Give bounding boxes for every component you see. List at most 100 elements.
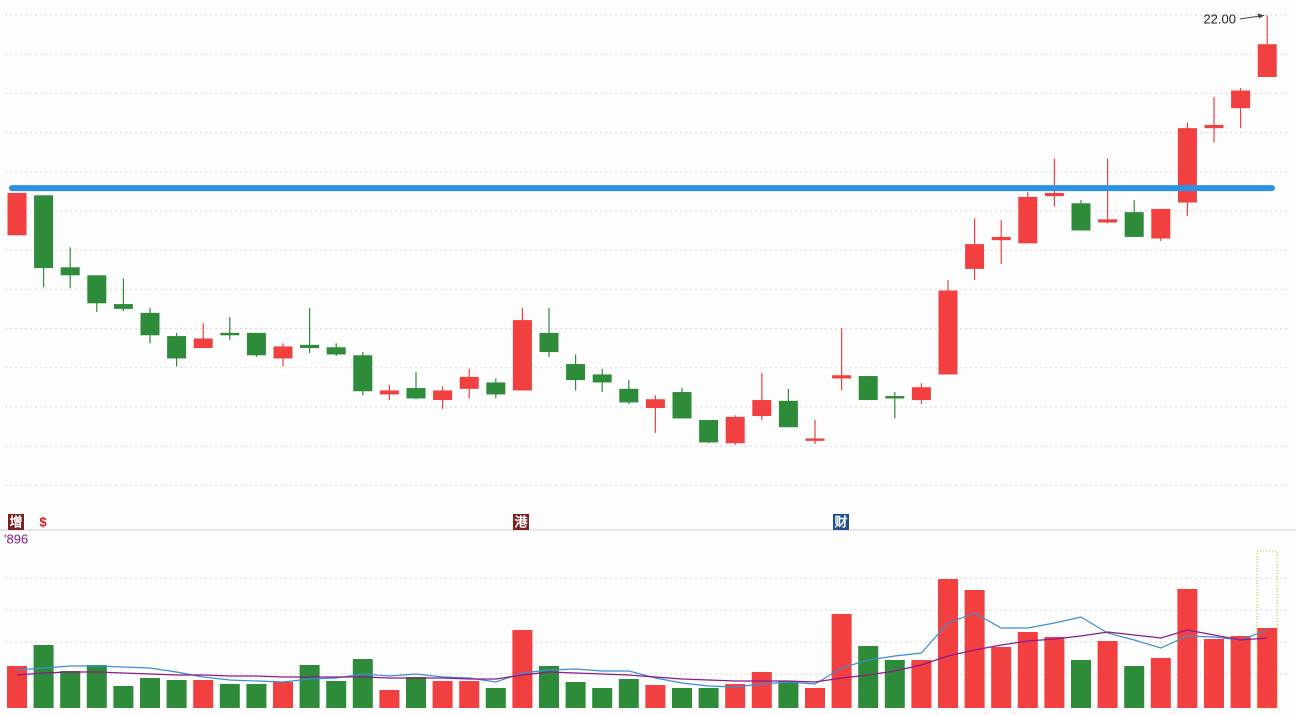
- volume-bar: [352, 659, 373, 708]
- marker-badge: [513, 514, 529, 530]
- volume-bar: [459, 681, 480, 708]
- volume-bar: [432, 681, 453, 708]
- volume-bar: [592, 688, 613, 708]
- volume-bar: [512, 630, 533, 708]
- volume-bar: [831, 614, 852, 708]
- volume-bar: [299, 665, 320, 708]
- marker-badge: [8, 514, 24, 530]
- volume-bar: [140, 678, 160, 708]
- volume-bar: [193, 680, 214, 708]
- candle-body: [220, 332, 240, 336]
- candle-body: [1098, 219, 1118, 223]
- volume-bar: [33, 645, 54, 708]
- volume-bar: [911, 660, 932, 708]
- volume-bar: [964, 590, 985, 708]
- candle-body: [87, 275, 107, 304]
- candle-body: [512, 320, 532, 391]
- candle-body: [911, 387, 931, 401]
- volume-ma-line: [16, 612, 1268, 688]
- volume-bar: [884, 660, 905, 708]
- candle-body: [326, 347, 346, 355]
- candle-body: [140, 312, 160, 336]
- volume-bar: [1150, 658, 1171, 708]
- marker-label: 增: [9, 514, 22, 529]
- candle-body: [34, 195, 54, 269]
- candle-body: [1018, 196, 1038, 244]
- candle-body: [858, 376, 878, 401]
- candle-body: [113, 304, 133, 309]
- candle-body: [1204, 124, 1224, 129]
- candle-body: [406, 388, 426, 399]
- volume-bar: [778, 681, 799, 708]
- volume-bar: [113, 686, 134, 708]
- volume-bar: [273, 682, 293, 708]
- candle-body: [353, 355, 373, 392]
- candle-body: [805, 438, 825, 441]
- volume-bar: [698, 688, 719, 708]
- volume-bar: [1017, 632, 1038, 708]
- candle-body: [885, 396, 905, 399]
- marker-label: 港: [514, 514, 528, 529]
- candle-body: [167, 336, 187, 359]
- volume-bar: [1124, 666, 1145, 708]
- candle-body: [645, 399, 665, 409]
- candle-body: [246, 332, 266, 356]
- volume-bar: [379, 690, 400, 708]
- candle-body: [486, 382, 506, 395]
- candle-body: [1257, 44, 1277, 77]
- candle-body: [1151, 208, 1171, 239]
- volume-bar: [725, 684, 746, 708]
- candle-body: [965, 244, 985, 269]
- volume-bar: [991, 647, 1012, 708]
- volume-bar: [166, 680, 187, 708]
- volume-bar: [1044, 637, 1065, 708]
- candle-body: [619, 388, 639, 403]
- candle-body: [592, 374, 612, 383]
- candle-body: [672, 392, 692, 419]
- arrow-head: [1257, 13, 1265, 19]
- volume-bar: [539, 666, 559, 708]
- high-label: 22.00: [1203, 11, 1236, 26]
- candle-body: [7, 192, 27, 236]
- volume-bar: [1097, 641, 1118, 708]
- volume-ma-line: [16, 629, 1268, 683]
- marker-label: $: [39, 514, 47, 529]
- volume-label: '896: [4, 531, 28, 546]
- candle-body: [193, 338, 213, 349]
- volume-bar: [219, 684, 240, 708]
- volume-bar: [7, 666, 27, 708]
- selection-box: [1256, 550, 1278, 709]
- candle-body: [300, 344, 320, 349]
- volume-bar: [805, 688, 825, 708]
- candle-body: [752, 400, 772, 417]
- volume-bar: [326, 681, 347, 708]
- volume-bar: [60, 671, 81, 708]
- volume-bar: [751, 672, 772, 708]
- volume-bar: [1257, 628, 1278, 708]
- volume-bar: [1230, 636, 1251, 708]
- candle-body: [1071, 203, 1091, 231]
- candle-body: [699, 420, 719, 443]
- candle-body: [379, 390, 399, 395]
- volume-bar: [1177, 589, 1198, 708]
- candle-body: [725, 416, 745, 444]
- volume-bar: [246, 684, 267, 708]
- candle-body: [991, 236, 1011, 241]
- volume-bar: [565, 682, 586, 708]
- volume-bar: [645, 685, 666, 708]
- marker-label: 财: [834, 514, 847, 529]
- volume-bar: [938, 579, 958, 708]
- candle-body: [566, 364, 586, 381]
- volume-bar: [1204, 639, 1224, 708]
- candle-body: [273, 346, 293, 359]
- candle-body: [459, 376, 479, 389]
- candle-body: [539, 332, 559, 353]
- candle-body: [778, 400, 798, 428]
- marker-badge: [833, 514, 849, 530]
- candle-body: [1124, 212, 1144, 237]
- candle-body: [938, 290, 958, 375]
- volume-bar: [406, 677, 426, 708]
- candle-body: [832, 375, 852, 379]
